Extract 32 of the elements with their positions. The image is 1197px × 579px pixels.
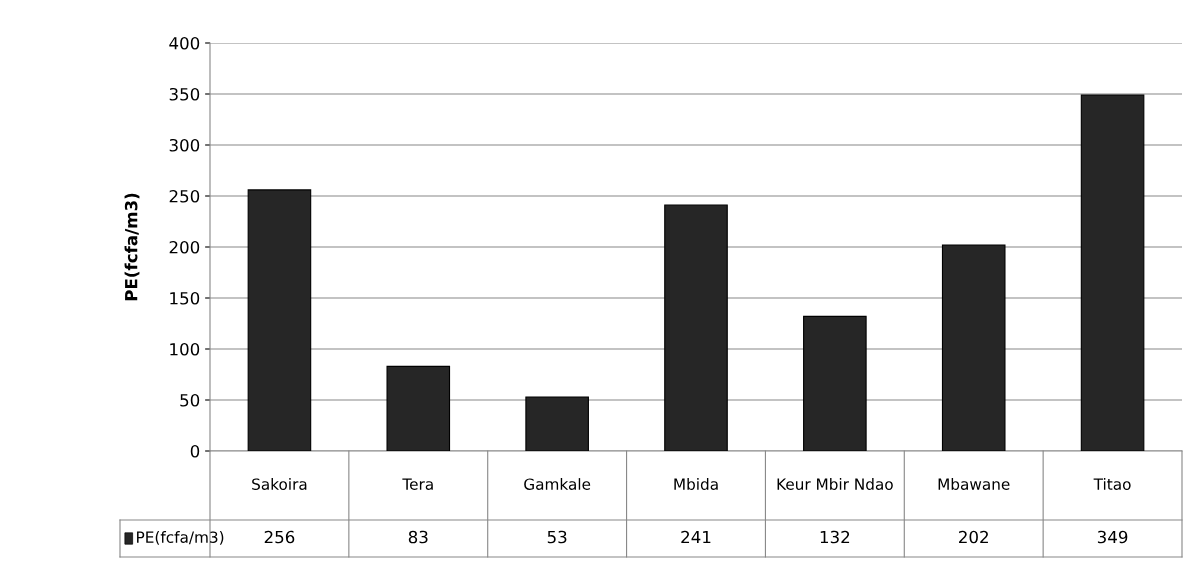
x-tick-label: Sakoira	[252, 478, 307, 490]
data-label: 83	[408, 530, 428, 544]
data-label: 53	[547, 530, 567, 544]
bar	[664, 204, 728, 451]
bar	[941, 244, 1006, 451]
legend-label: PE(fcfa/m3)	[137, 531, 224, 545]
y-axis-title: PE(fcfa/m3)	[124, 193, 140, 301]
y-tick-label: 50	[180, 393, 200, 407]
x-tick-label: Mbawane	[938, 478, 1010, 490]
y-tick-label: 0	[190, 444, 200, 458]
y-tick-label: 250	[169, 189, 200, 203]
data-label: 256	[264, 530, 295, 544]
x-tick-label: Keur Mbir Ndao	[777, 478, 893, 490]
x-tick-label: Mbida	[674, 478, 718, 490]
y-tick-label: 300	[169, 138, 200, 152]
y-tick-label: 400	[169, 36, 200, 50]
y-tick-label: 200	[169, 240, 200, 254]
x-tick-label: Gamkale	[524, 478, 591, 490]
data-label: 132	[820, 530, 850, 544]
bar	[803, 315, 867, 451]
bar	[386, 365, 451, 451]
data-label: 241	[681, 530, 711, 544]
y-tick-label: 100	[170, 342, 200, 356]
bar	[1080, 94, 1145, 451]
bar	[525, 396, 589, 451]
bar	[247, 189, 312, 451]
x-tick-label: Tera	[402, 478, 433, 490]
data-label: 202	[959, 530, 988, 544]
x-tick-label: Titao	[1093, 478, 1131, 490]
y-tick-label: 150	[170, 291, 200, 305]
data-label: 349	[1097, 530, 1128, 544]
y-tick-label: 350	[169, 87, 200, 101]
